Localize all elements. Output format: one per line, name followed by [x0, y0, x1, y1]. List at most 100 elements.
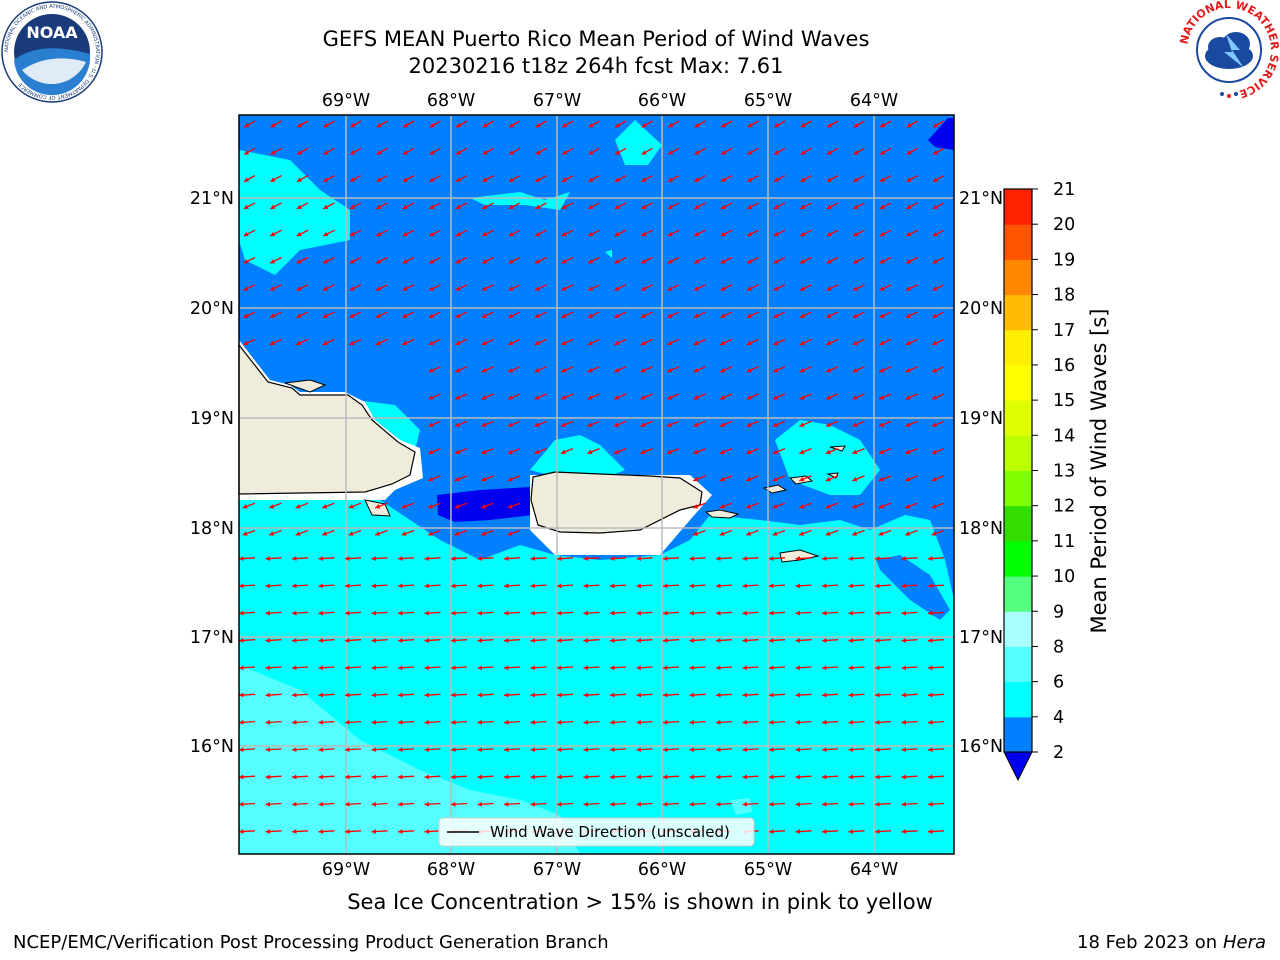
direction-arrowhead [800, 150, 806, 155]
colorbar-segment [1004, 400, 1032, 436]
direction-arrowhead [852, 504, 858, 509]
direction-arrowhead [428, 531, 434, 536]
direction-arrowhead [504, 610, 509, 616]
direction-arrowhead [848, 719, 854, 725]
direction-arrowhead [852, 395, 858, 400]
direction-arrowhead [535, 259, 541, 264]
direction-arrowhead [557, 801, 562, 807]
direction-arrowhead [265, 829, 271, 834]
direction-arrowhead [371, 610, 377, 616]
direction-arrowhead [769, 747, 774, 753]
direction-arrowhead [848, 774, 854, 780]
direction-arrowhead [747, 177, 753, 182]
direction-arrowhead [455, 259, 461, 264]
direction-arrowhead [641, 286, 647, 291]
direction-arrowhead [265, 719, 271, 725]
direction-arrowhead [901, 610, 907, 616]
direction-arrowhead [292, 610, 297, 616]
direction-arrowhead [398, 719, 403, 725]
direction-arrowhead [376, 231, 382, 237]
direction-arrowhead [694, 177, 700, 182]
direction-arrowhead [879, 395, 885, 400]
direction-arrowhead [318, 774, 324, 780]
direction-arrowhead [614, 231, 620, 237]
direction-arrowhead [292, 747, 297, 753]
direction-arrowhead [588, 177, 594, 182]
direction-arrowhead [504, 719, 509, 725]
colorbar-segment [1004, 681, 1032, 718]
direction-arrowhead [296, 313, 302, 318]
direction-arrowhead [402, 340, 408, 346]
direction-arrowhead [583, 638, 589, 643]
direction-arrowhead [610, 556, 615, 561]
direction-arrowhead [371, 801, 377, 807]
direction-arrowhead [242, 504, 248, 509]
direction-arrowhead [875, 638, 880, 643]
direction-arrowhead [853, 122, 859, 128]
direction-arrowhead [270, 177, 276, 182]
direction-arrowhead [928, 665, 933, 671]
direction-arrowhead [773, 177, 779, 182]
direction-arrowhead [799, 395, 805, 400]
direction-arrowhead [403, 150, 409, 155]
direction-arrowhead [693, 340, 699, 346]
direction-arrowhead [822, 638, 827, 643]
direction-arrowhead [716, 747, 721, 753]
direction-arrowhead [557, 747, 562, 753]
direction-arrowhead [769, 774, 774, 780]
direction-arrowhead [424, 747, 430, 753]
direction-arrowhead [239, 719, 244, 725]
direction-arrowhead [905, 340, 911, 346]
direction-arrowhead [535, 286, 541, 291]
direction-arrowhead [371, 556, 377, 561]
direction-arrowhead [398, 556, 403, 561]
direction-arrowhead [772, 504, 778, 509]
direction-arrowhead [906, 286, 912, 291]
direction-arrowhead [693, 422, 699, 427]
direction-arrowhead [773, 204, 779, 209]
direction-arrowhead [931, 422, 937, 427]
direction-arrowhead [455, 177, 461, 182]
direction-arrowhead [667, 367, 673, 373]
direction-arrowhead [292, 719, 297, 725]
direction-arrowhead [689, 583, 695, 589]
direction-arrowhead [663, 692, 668, 698]
direction-arrowhead [825, 476, 831, 482]
footer-host: Hera [1222, 932, 1266, 953]
direction-arrowhead [636, 719, 642, 725]
direction-arrowhead [848, 556, 854, 561]
direction-arrowhead [477, 692, 483, 698]
direction-arrowhead [906, 150, 912, 155]
direction-arrowhead [454, 531, 460, 536]
direction-arrowhead [933, 150, 939, 155]
direction-arrowhead [906, 204, 912, 209]
colorbar-segment [1004, 259, 1032, 296]
direction-arrowhead [746, 313, 752, 318]
direction-arrowhead [694, 259, 700, 264]
direction-arrowhead [455, 313, 461, 318]
direction-arrowhead [587, 395, 593, 400]
direction-arrowhead [825, 531, 831, 536]
direction-arrowhead [852, 340, 858, 346]
colorbar-segment [1004, 364, 1032, 401]
direction-arrowhead [349, 286, 355, 291]
direction-arrowhead [507, 531, 513, 536]
direction-arrowhead [318, 556, 324, 561]
direction-arrowhead [243, 313, 249, 318]
direction-arrowhead [403, 122, 409, 128]
direction-arrowhead [769, 583, 774, 589]
colorbar-tick-label: 8 [1053, 637, 1064, 657]
direction-arrowhead [614, 395, 620, 400]
direction-arrowhead [270, 122, 276, 128]
direction-arrowhead [800, 204, 806, 209]
direction-arrowhead [534, 313, 540, 318]
direction-arrowhead [928, 829, 933, 834]
direction-arrowhead [689, 747, 695, 753]
map-frame [238, 114, 955, 855]
direction-arrowhead [482, 150, 488, 155]
direction-arrowhead [668, 122, 674, 128]
direction-arrowhead [292, 801, 297, 807]
direction-arrowhead [535, 150, 541, 155]
direction-arrowhead [270, 204, 276, 209]
direction-arrowhead [265, 692, 271, 698]
